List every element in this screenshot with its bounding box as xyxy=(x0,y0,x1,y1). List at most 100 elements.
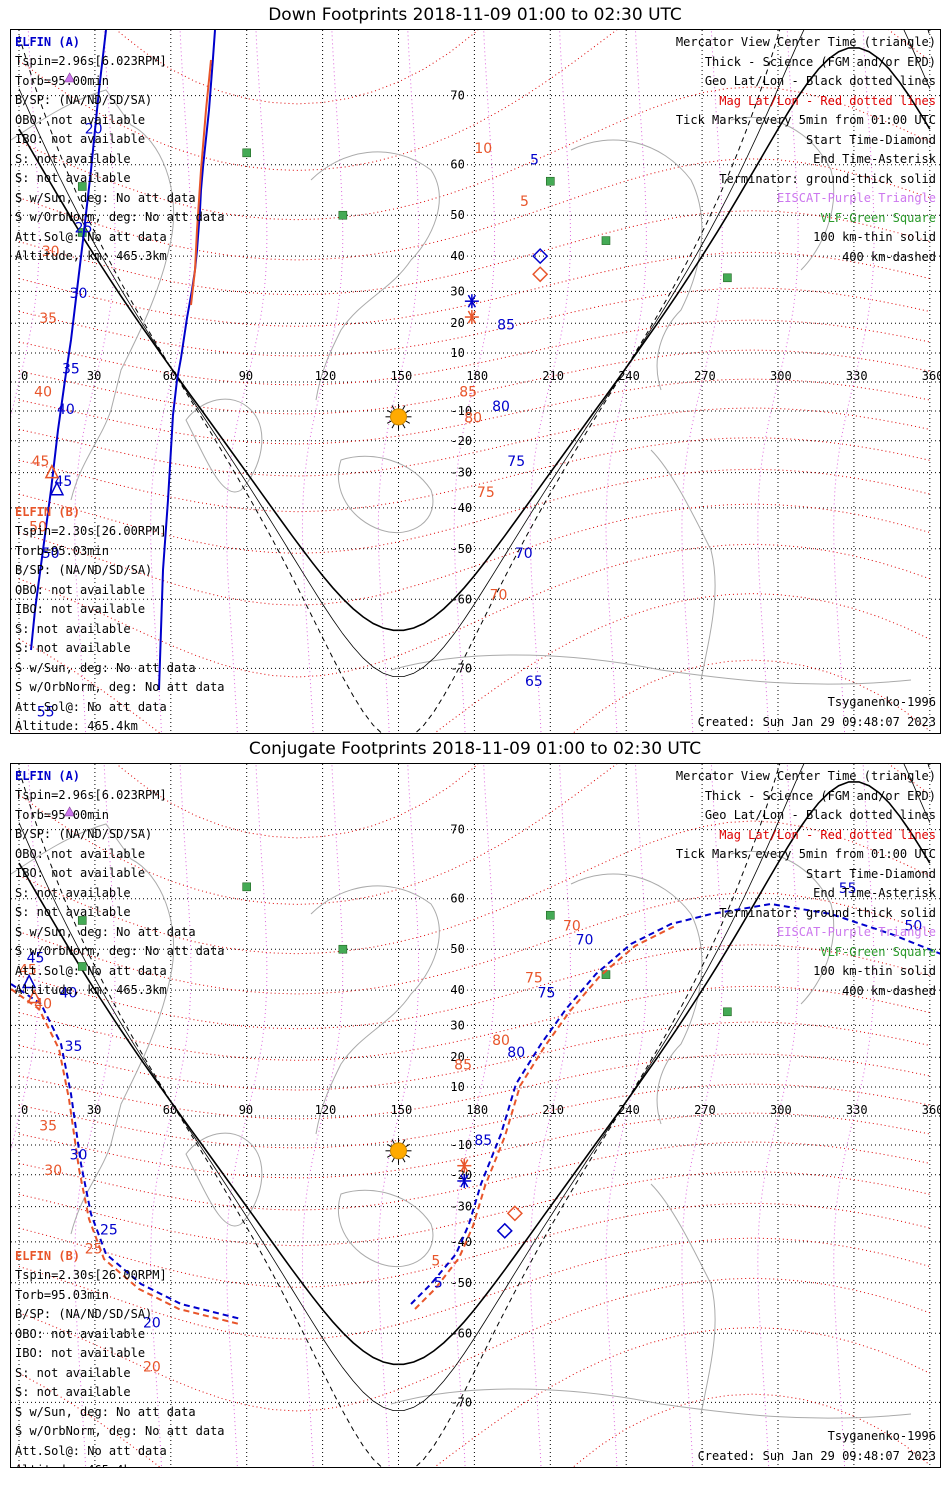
lat-label: 60 xyxy=(450,158,464,172)
sc-b-info-line: S: not available xyxy=(15,1385,131,1399)
center-time-triangle xyxy=(49,481,65,496)
lon-label: 30 xyxy=(87,369,101,383)
mag-meridian xyxy=(11,764,40,1153)
sc-a-info-line: Altitude, km: 465.3km xyxy=(15,249,167,263)
lat-label: 20 xyxy=(450,316,464,330)
mag-parallel xyxy=(116,764,479,839)
sun-ray xyxy=(402,1157,406,1163)
sc-a-info-line: OBO: not available xyxy=(15,112,146,127)
mag-parallel xyxy=(18,378,930,445)
legend-line: 400 km-dashed xyxy=(842,249,936,264)
lon-label: 270 xyxy=(694,1103,716,1117)
mag-meridian xyxy=(377,764,420,1467)
lon-label: 120 xyxy=(315,1103,337,1117)
sc-a-info-line: B/SP: (NA/ND/SD/SA) xyxy=(15,93,153,107)
time-tick-label: 75 xyxy=(538,986,556,1002)
lat-label: 30 xyxy=(450,1018,464,1032)
time-tick-label: 30 xyxy=(44,1163,62,1179)
footprint-track xyxy=(11,983,242,1320)
lat-label: 20 xyxy=(450,1050,464,1064)
start-time-diamond xyxy=(532,248,549,265)
sc-b-info-line: Altitude: 465.4km xyxy=(15,719,138,733)
lon-label: 180 xyxy=(466,1103,488,1117)
sun-icon xyxy=(385,403,412,430)
sc-a-info-line: OBO: not available xyxy=(15,846,146,861)
sun-ray xyxy=(402,405,406,411)
sc-b-info-line: B/SP: (NA/ND/SD/SA) xyxy=(15,563,153,577)
lat-label: 30 xyxy=(450,284,464,298)
legend-line: Tick Marks every 5min from 01:00 UTC xyxy=(675,847,936,861)
time-tick-label: 80 xyxy=(492,1033,510,1049)
legend-line: EISCAT-Purple Triangle xyxy=(777,191,936,205)
sc-b-info-line: Tspin=2.30s[26.00RPM] xyxy=(15,1268,167,1282)
vlf-station-marker xyxy=(545,910,555,920)
vlf-station-marker xyxy=(77,228,87,237)
coastline xyxy=(650,1183,716,1415)
lat-label: -50 xyxy=(450,1276,472,1290)
mag-parallel xyxy=(18,1277,930,1412)
legend-line: Mag Lat/Lon - Red dotted lines xyxy=(719,93,936,108)
mag-parallel xyxy=(18,1237,930,1340)
mag-meridian xyxy=(681,30,723,733)
lat-label: 70 xyxy=(450,89,464,103)
lat-label: 10 xyxy=(450,346,464,360)
end-time-asterisk xyxy=(464,294,479,309)
time-tick-label: 5 xyxy=(434,1275,443,1291)
coastline xyxy=(185,398,263,493)
lat-label: 50 xyxy=(450,208,464,222)
vlf-station-marker xyxy=(723,273,732,283)
sc-b-info-line: OBO: not available xyxy=(15,1326,146,1341)
sun-ray xyxy=(391,1157,395,1163)
mag-meridian xyxy=(74,30,116,733)
legend-line: Geo Lat/Lon - Black dotted lines xyxy=(704,74,936,88)
mag-parallel xyxy=(18,1171,930,1247)
lat-label: 40 xyxy=(450,983,464,997)
legend-line: End Time-Asterisk xyxy=(813,152,936,166)
lat-label: 50 xyxy=(450,942,464,956)
time-tick-label: 10 xyxy=(474,141,492,157)
mag-parallel xyxy=(18,892,930,995)
lat-label: -30 xyxy=(450,1200,472,1214)
time-tick-label: 30 xyxy=(70,1148,88,1164)
time-tick-label: 75 xyxy=(525,970,543,986)
time-tick-label: 5 xyxy=(530,153,539,169)
sun-ray xyxy=(386,1154,392,1158)
sc-b-info-line: S w/Sun, deg: No att data xyxy=(15,1404,196,1419)
end-time-asterisk xyxy=(464,310,479,325)
mag-parallel xyxy=(18,468,930,554)
vlf-station-marker xyxy=(601,236,611,245)
mag-parallel xyxy=(18,1083,930,1149)
start-time-diamond xyxy=(496,1222,513,1239)
time-tick-label: 40 xyxy=(59,986,77,1002)
coastline xyxy=(310,151,440,401)
mag-meridian xyxy=(225,30,268,733)
vlf-station-marker xyxy=(338,210,348,220)
mag-parallel xyxy=(18,503,930,606)
sun-ray xyxy=(402,1139,406,1145)
sc-b-info-line: Tspin=2.30s[26.00RPM] xyxy=(15,524,167,538)
mag-parallel xyxy=(18,319,930,386)
vlf-station-marker xyxy=(338,944,348,954)
lon-label: 60 xyxy=(163,369,177,383)
time-tick-label: 70 xyxy=(576,933,594,949)
mag-meridian xyxy=(453,764,496,1467)
time-tick-label: 65 xyxy=(525,674,543,690)
mag-parallel xyxy=(116,30,479,105)
lat-label: 60 xyxy=(450,892,464,906)
down-footprints-title: Down Footprints 2018-11-09 01:00 to 02:3… xyxy=(268,5,682,25)
time-tick-label: 50 xyxy=(42,546,60,562)
sc-b-info-line: Att.Sol@: No att data xyxy=(15,699,167,714)
lat-label: -10 xyxy=(450,1138,472,1152)
lat-label: 40 xyxy=(450,249,464,263)
legend-line: Mercator View Center Time (triangle) xyxy=(675,769,936,783)
mag-meridian xyxy=(605,764,647,1467)
mag-meridian xyxy=(681,764,723,1467)
legend-line: Mercator View Center Time (triangle) xyxy=(675,35,936,49)
sc-a-info-line: Tspin=2.96s[6.023RPM] xyxy=(15,788,167,802)
mag-parallel xyxy=(18,349,930,415)
time-tick-label: 20 xyxy=(143,1360,161,1376)
mag-parallel xyxy=(18,158,930,261)
coastline xyxy=(11,89,175,501)
time-tick-label: 45 xyxy=(27,950,45,966)
time-tick-label: 85 xyxy=(454,1057,472,1073)
